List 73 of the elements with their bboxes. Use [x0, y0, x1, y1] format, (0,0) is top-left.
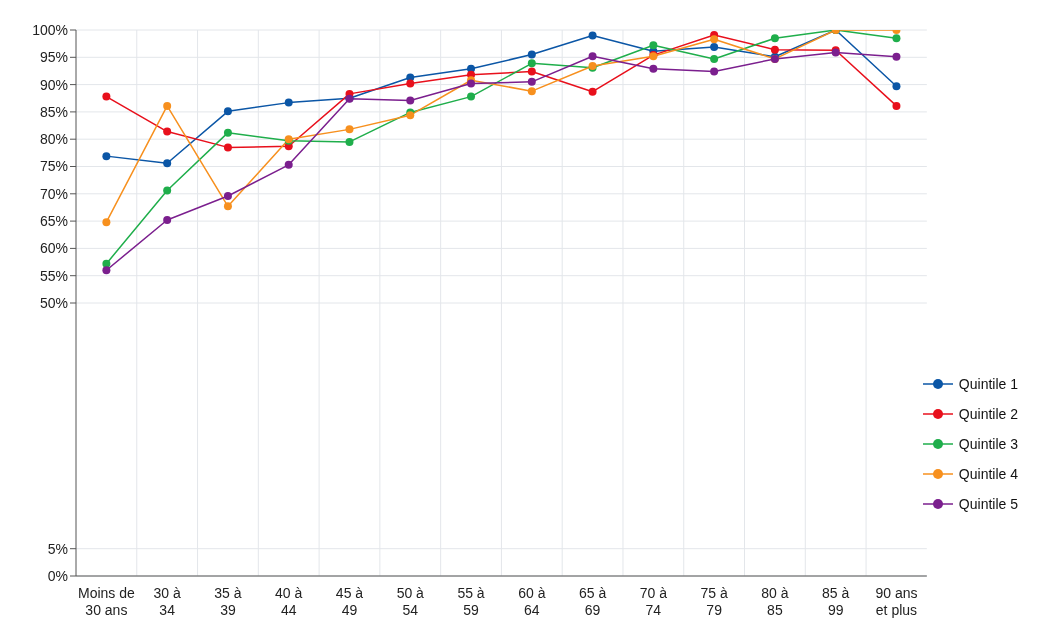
legend-label: Quintile 4	[958, 466, 1018, 482]
point	[527, 67, 536, 76]
point	[102, 92, 111, 101]
point	[588, 52, 597, 61]
point	[467, 92, 476, 101]
point	[710, 42, 719, 51]
point	[892, 52, 901, 61]
point	[770, 34, 779, 43]
point	[284, 98, 293, 107]
y-tick-label: 95%	[39, 49, 68, 66]
y-tick-label: 85%	[39, 103, 68, 120]
x-tick-label: Moins de 30 ans	[77, 585, 135, 618]
y-tick-label: 50%	[39, 294, 68, 311]
x-tick-label: 85 à 99	[822, 585, 850, 618]
point	[527, 87, 536, 96]
point	[102, 266, 111, 275]
point	[710, 67, 719, 76]
point	[163, 159, 172, 168]
point	[406, 79, 415, 88]
point	[892, 101, 901, 110]
y-tick-label: 5%	[47, 540, 68, 557]
point	[163, 127, 172, 136]
y-tick-label: 0%	[47, 567, 68, 584]
y-tick-label: 65%	[39, 213, 68, 230]
point	[223, 128, 232, 137]
point	[649, 41, 658, 50]
point	[892, 82, 901, 91]
point	[102, 218, 111, 227]
point	[710, 35, 719, 44]
point	[223, 107, 232, 116]
y-tick-label: 90%	[39, 76, 68, 93]
y-tick-label: 70%	[39, 185, 68, 202]
x-tick-label: 30 à 34	[153, 585, 181, 618]
point	[163, 216, 172, 225]
y-tick-label: 100%	[32, 21, 68, 38]
y-tick-label: 75%	[39, 158, 68, 175]
point	[588, 31, 597, 40]
point	[406, 96, 415, 105]
point	[345, 137, 354, 146]
y-tick-label: 55%	[39, 267, 68, 284]
legend-label: Quintile 2	[958, 406, 1018, 422]
x-tick-label: 45 à 49	[335, 585, 364, 618]
point	[284, 160, 293, 169]
x-tick-label: 35 à 39	[214, 585, 242, 618]
y-tick-label: 60%	[39, 240, 68, 257]
point	[163, 186, 172, 195]
point	[223, 202, 232, 211]
x-tick-label: 40 à 44	[275, 585, 303, 618]
point	[527, 77, 536, 86]
legend-label: Quintile 3	[958, 436, 1018, 452]
point	[892, 34, 901, 43]
y-tick-label: 80%	[39, 131, 68, 148]
point	[163, 101, 172, 110]
point	[527, 59, 536, 68]
point	[710, 54, 719, 63]
x-tick-label: 70 à 74	[639, 585, 668, 618]
x-tick-label: 65 à 69	[578, 585, 607, 618]
point	[223, 143, 232, 152]
legend-label: Quintile 5	[958, 496, 1018, 512]
point	[223, 191, 232, 200]
point	[649, 64, 658, 73]
point	[527, 50, 536, 59]
point	[770, 45, 779, 54]
point	[345, 125, 354, 134]
x-tick-label: 75 à 79	[700, 585, 728, 618]
x-tick-label: 50 à 54	[396, 585, 425, 618]
legend-label: Quintile 1	[958, 376, 1018, 392]
point	[102, 152, 111, 161]
x-tick-label: 90 ans et plus	[875, 585, 918, 618]
x-tick-label: 80 à 85	[761, 585, 789, 618]
x-tick-label: 55 à 59	[457, 585, 485, 618]
point	[588, 87, 597, 96]
x-tick-label: 60 à 64	[518, 585, 546, 618]
